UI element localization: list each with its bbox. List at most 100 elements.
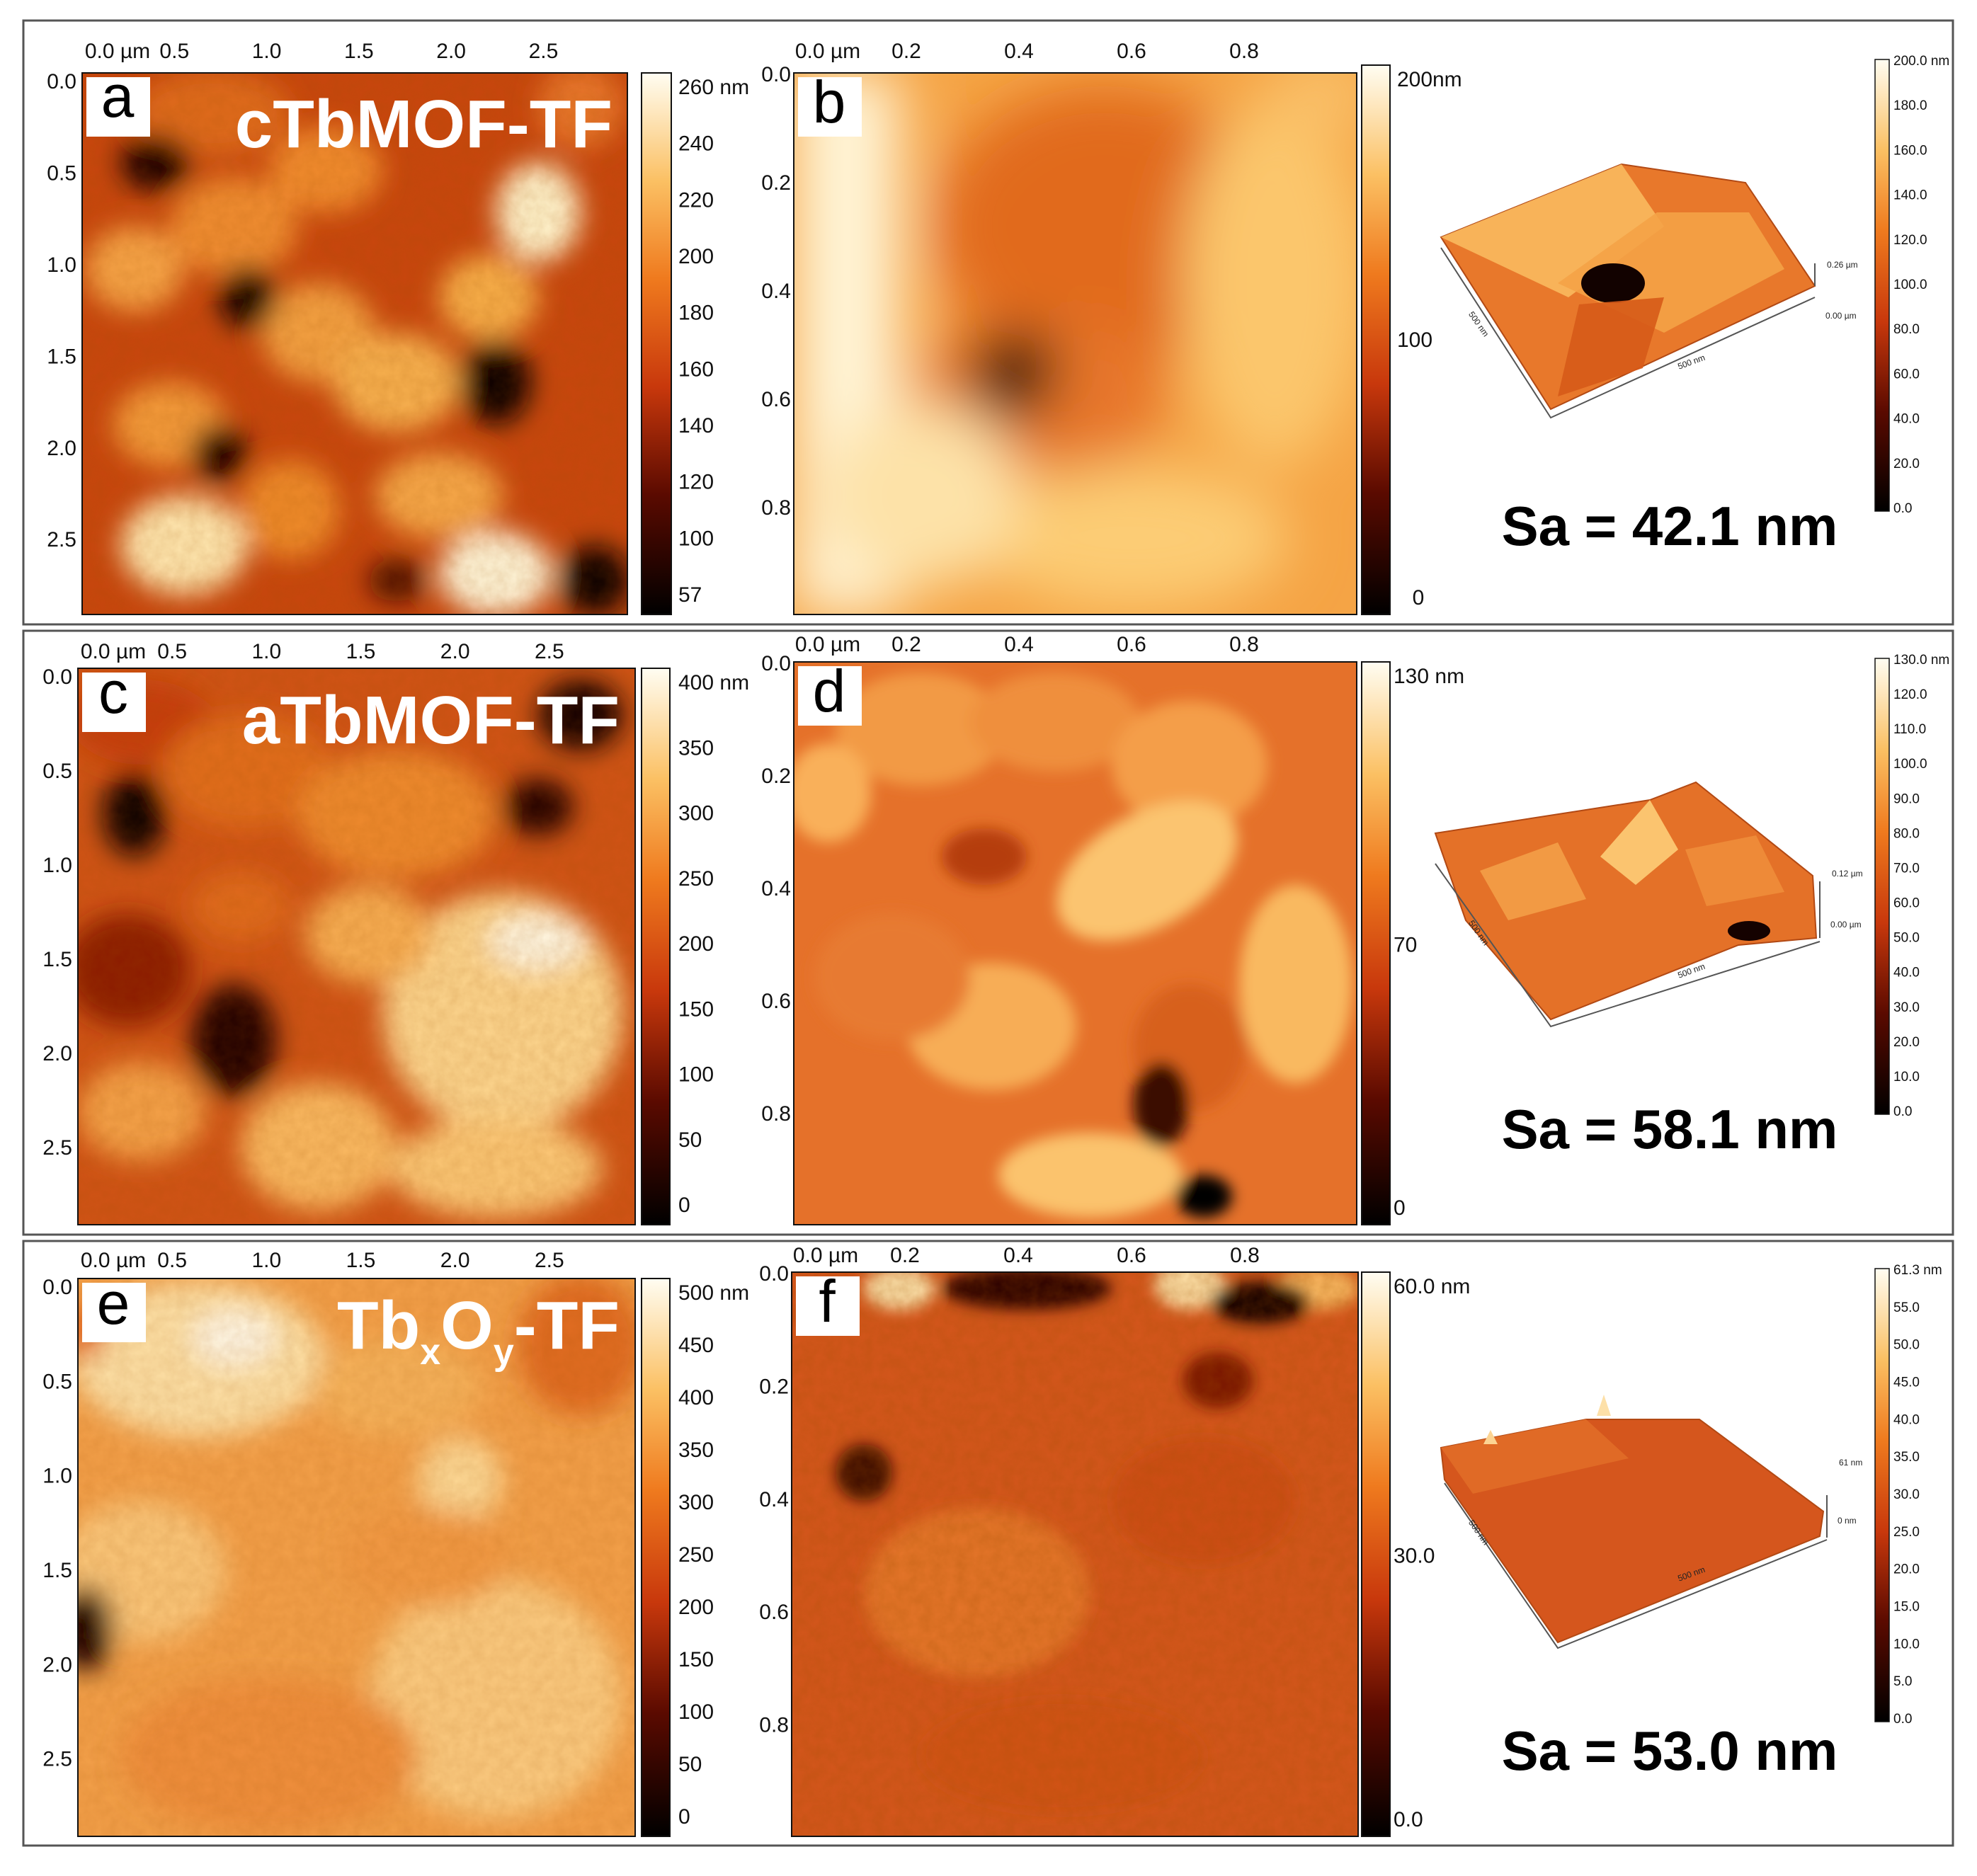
colorbar-label-a: 180 <box>678 302 714 325</box>
y-tick-d: 0.4 <box>761 877 791 900</box>
colorbar-label-c: 50 <box>678 1128 702 1152</box>
view3d-axis-x-b: 500 nm <box>1676 353 1706 372</box>
y-tick-c: 1.0 <box>42 854 72 877</box>
colorbar-3d-label-b: 60.0 <box>1893 367 1920 382</box>
sa-value-f: Sa = 53.0 nm <box>1502 1720 1838 1782</box>
x-tick-d: 0.8 <box>1229 633 1259 656</box>
colorbar-label-a: 240 <box>678 132 714 156</box>
colorbar-3d-label-b: 80.0 <box>1893 322 1920 337</box>
colorbar-label-f: 0.0 <box>1394 1808 1423 1831</box>
colorbar-label-a: 160 <box>678 358 714 381</box>
colorbar-3d-label-d: 120.0 <box>1893 687 1927 702</box>
colorbar-3d-label-d: 70.0 <box>1893 861 1920 876</box>
row-frame-1 <box>22 19 1954 626</box>
colorbar-3d-label-b: 120.0 <box>1893 233 1927 248</box>
panel-letter-box-a <box>86 77 150 137</box>
colorbar-label-c: 350 <box>678 736 714 760</box>
colorbar-3d-b <box>1874 59 1890 512</box>
colorbar-3d-label-f: 50.0 <box>1893 1338 1920 1353</box>
colorbar-3d-label-b: 140.0 <box>1893 188 1927 203</box>
y-tick-e: 0.0 <box>42 1276 72 1299</box>
y-tick-a: 1.0 <box>47 253 76 277</box>
colorbar-label-f: 60.0 nm <box>1394 1275 1470 1298</box>
panel-letter-box-f <box>796 1276 860 1336</box>
colorbar-3d-label-b: 160.0 <box>1893 143 1927 158</box>
y-tick-a: 1.5 <box>47 345 76 368</box>
colorbar-label-c: 250 <box>678 867 714 891</box>
view3d-height-min-f: 0 nm <box>1838 1516 1857 1526</box>
x-tick-d: 0.0 µm <box>795 633 860 656</box>
x-tick-a: 1.0 <box>252 40 282 63</box>
y-tick-e: 2.5 <box>42 1748 72 1771</box>
colorbar-3d-label-b: 200.0 nm <box>1893 54 1949 69</box>
x-tick-f: 0.4 <box>1003 1244 1033 1267</box>
colorbar-label-a: 120 <box>678 471 714 494</box>
x-tick-e: 1.0 <box>251 1249 281 1272</box>
y-tick-c: 0.0 <box>42 665 72 689</box>
y-tick-c: 2.0 <box>42 1042 72 1065</box>
y-tick-a: 0.0 <box>47 70 76 93</box>
x-tick-e: 0.5 <box>157 1249 187 1272</box>
colorbar-b <box>1361 64 1391 615</box>
colorbar-label-b: nm <box>1432 68 1462 91</box>
x-tick-d: 0.6 <box>1117 633 1146 656</box>
colorbar-label-b: 100 <box>1397 328 1432 352</box>
view3d-height-max-d: 0.12 µm <box>1832 869 1863 879</box>
colorbar-3d-label-d: 90.0 <box>1893 791 1920 806</box>
colorbar-3d-label-f: 45.0 <box>1893 1375 1920 1390</box>
colorbar-3d-label-d: 130.0 nm <box>1893 653 1949 668</box>
panel-letter-box-d <box>798 666 862 726</box>
view3d-height-max-b: 0.26 µm <box>1827 260 1858 270</box>
y-tick-f: 0.6 <box>759 1601 789 1624</box>
x-tick-b: 0.4 <box>1004 40 1034 63</box>
colorbar-3d-label-d: 40.0 <box>1893 966 1920 980</box>
x-tick-c: 1.0 <box>251 640 281 663</box>
colorbar-label-a: 100 <box>678 527 714 550</box>
colorbar-3d-label-f: 35.0 <box>1893 1450 1920 1465</box>
colorbar-label-e: 400 <box>678 1386 714 1409</box>
colorbar-label-e: 150 <box>678 1648 714 1671</box>
y-tick-b: 0.8 <box>761 496 791 520</box>
y-tick-e: 2.0 <box>42 1653 72 1676</box>
colorbar-label-e: 450 <box>678 1334 714 1357</box>
panel-letter-e: e <box>97 1270 130 1337</box>
colorbar-label-c: 300 <box>678 802 714 825</box>
row-frame-3 <box>22 1240 1954 1847</box>
afm-frame-d <box>793 661 1357 1225</box>
colorbar-3d-label-f: 40.0 <box>1893 1412 1920 1427</box>
colorbar-3d-label-d: 110.0 <box>1893 722 1926 737</box>
x-tick-f: 0.8 <box>1230 1244 1260 1267</box>
colorbar-3d-label-d: 30.0 <box>1893 1000 1920 1015</box>
colorbar-label-a: 200 <box>678 245 714 268</box>
colorbar-3d-label-b: 0.0 <box>1893 501 1912 516</box>
colorbar-label-b: 0 <box>1413 586 1425 610</box>
colorbar-label-e: 300 <box>678 1491 714 1514</box>
afm-image-a <box>82 73 627 614</box>
y-tick-b: 0.0 <box>761 63 791 86</box>
x-tick-a: 0.0 µm <box>85 40 150 63</box>
afm-image-f <box>792 1272 1358 1836</box>
colorbar-label-d: 130 nm <box>1394 665 1464 688</box>
colorbar-label-e: 100 <box>678 1700 714 1724</box>
view3d-f <box>1440 1395 1828 1649</box>
colorbar-label-c: 100 <box>678 1063 714 1087</box>
panel-letter-box-e <box>82 1283 146 1342</box>
y-tick-c: 2.5 <box>42 1136 72 1160</box>
x-tick-f: 0.2 <box>890 1244 920 1267</box>
colorbar-3d-label-b: 40.0 <box>1893 412 1920 427</box>
y-tick-a: 0.5 <box>47 161 76 185</box>
panel-letter-box-c <box>82 673 146 732</box>
panel-letter-d: d <box>813 658 846 724</box>
colorbar-label-f: 30.0 <box>1394 1545 1435 1568</box>
colorbar-3d-label-f: 15.0 <box>1893 1600 1920 1615</box>
colorbar-3d-label-b: 20.0 <box>1893 457 1920 471</box>
y-tick-d: 0.8 <box>761 1102 791 1126</box>
afm-frame-c <box>77 668 636 1225</box>
colorbar-3d-label-f: 30.0 <box>1893 1487 1920 1502</box>
y-tick-f: 0.0 <box>759 1262 789 1286</box>
x-tick-b: 0.2 <box>891 40 921 63</box>
afm-frame-e <box>77 1278 636 1837</box>
y-tick-e: 1.5 <box>42 1559 72 1582</box>
y-tick-d: 0.2 <box>761 765 791 788</box>
